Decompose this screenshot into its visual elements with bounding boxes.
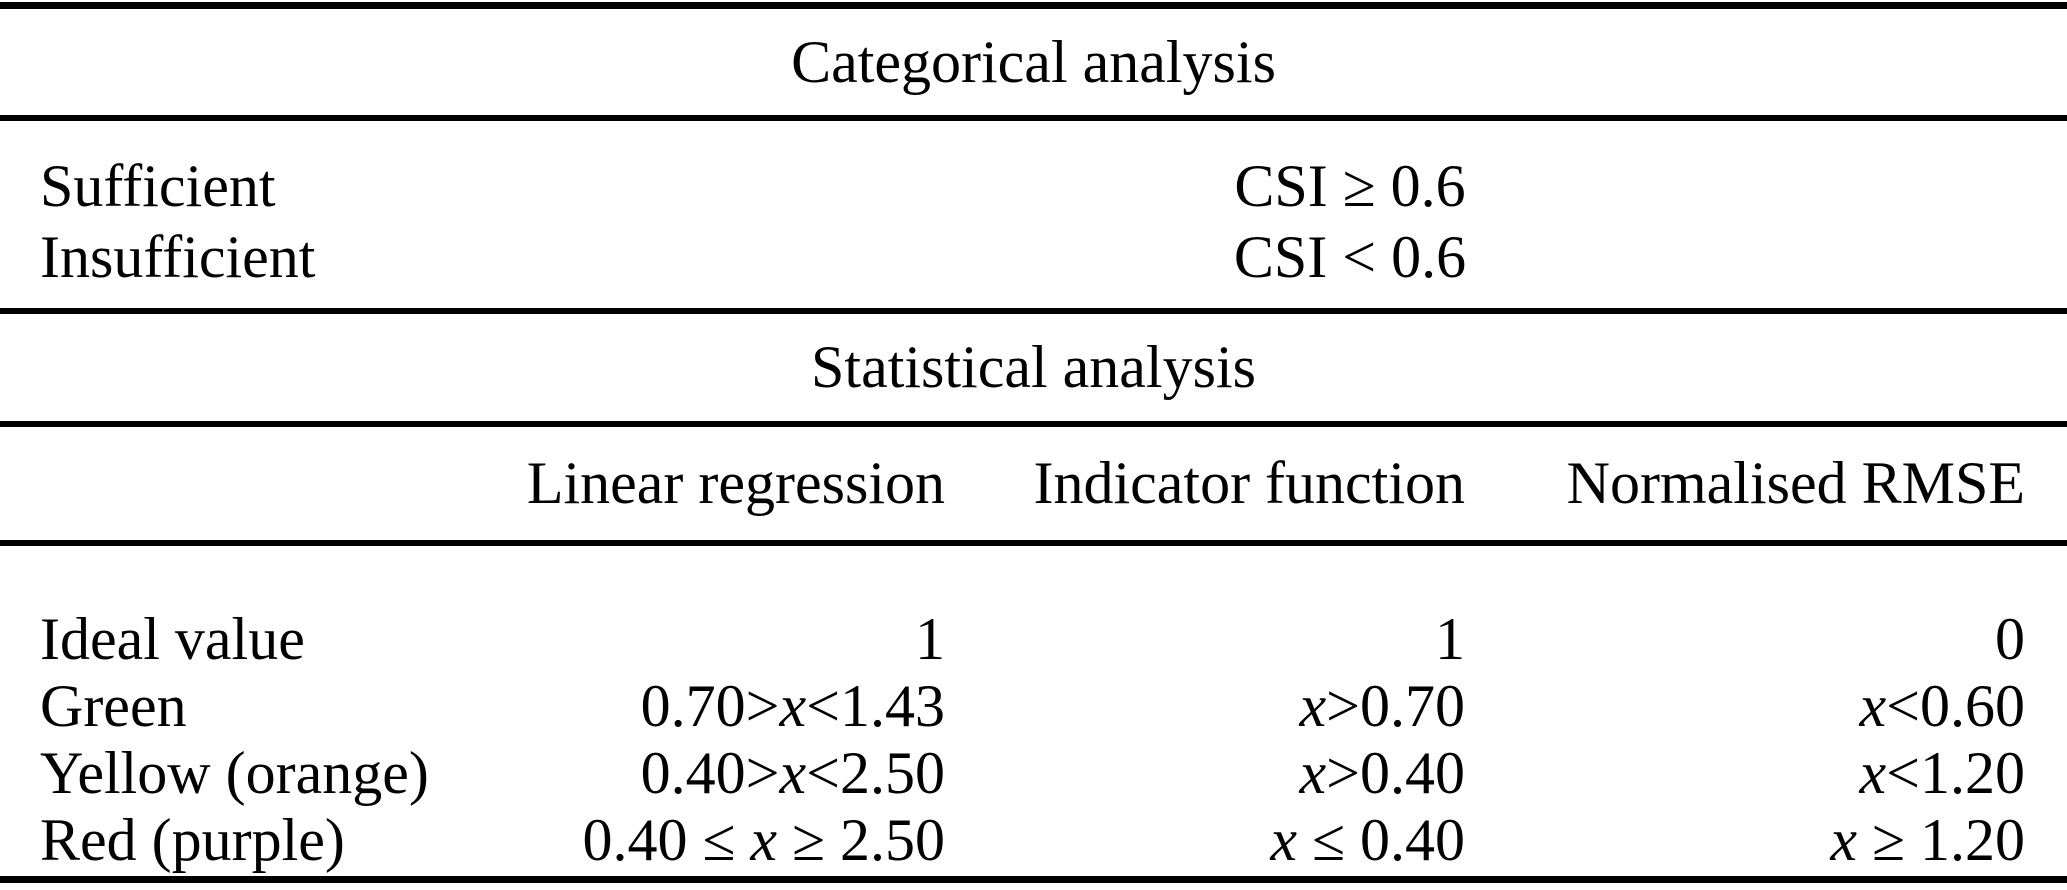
column-header-indicator-function: Indicator function <box>1033 450 1465 516</box>
cell-value: 0.70>x<1.43 <box>640 673 945 739</box>
divider-rule <box>0 308 2067 314</box>
table-row: Green 0.70>x<1.43 x>0.70 x<0.60 <box>40 673 2025 740</box>
categorical-section-header: Categorical analysis <box>0 9 2067 115</box>
row-label: Red (purple) <box>40 807 345 873</box>
statistical-section-body: Ideal value 1 1 0 Green 0.70>x<1.43 x>0.… <box>0 546 2067 876</box>
row-label: Green <box>40 673 187 739</box>
row-label: Sufficient <box>40 153 276 219</box>
divider-rule <box>0 540 2067 546</box>
cell-value: 0 <box>1995 606 2025 672</box>
table-row: Red (purple) 0.40 ≤ x ≥ 2.50 x ≤ 0.40 x … <box>40 807 2025 874</box>
divider-rule <box>0 115 2067 121</box>
cell-value: x ≥ 1.20 <box>1830 807 2025 873</box>
row-label: Ideal value <box>40 606 305 672</box>
table-row: Insufficient CSI < 0.6 <box>40 222 2025 293</box>
cell-value: x>0.40 <box>1299 740 1465 806</box>
row-label: Yellow (orange) <box>40 740 429 806</box>
bottom-rule <box>0 876 2067 883</box>
table-row: Sufficient CSI ≥ 0.6 <box>40 151 2025 222</box>
cell-value: x<1.20 <box>1859 740 2025 806</box>
cell-value: 1 <box>915 606 945 672</box>
cell-value: x<0.60 <box>1859 673 2025 739</box>
table-row: Ideal value 1 1 0 <box>40 606 2025 673</box>
divider-rule <box>0 421 2067 427</box>
cell-value: CSI ≥ 0.6 <box>1234 153 1466 219</box>
column-header-normalised-rmse: Normalised RMSE <box>1566 450 2025 516</box>
cell-value: x ≤ 0.40 <box>1270 807 1465 873</box>
column-header-row: Linear regression Indicator function Nor… <box>0 427 2067 540</box>
section-title-categorical: Categorical analysis <box>791 28 1276 95</box>
categorical-section-body: Sufficient CSI ≥ 0.6 Insufficient CSI < … <box>0 121 2067 308</box>
cell-value: 0.40 ≤ x ≥ 2.50 <box>582 807 945 873</box>
cell-value: CSI < 0.6 <box>1233 224 1467 290</box>
statistical-section-header: Statistical analysis <box>0 314 2067 421</box>
top-rule <box>0 2 2067 9</box>
section-title-statistical: Statistical analysis <box>811 334 1256 400</box>
table-row: Yellow (orange) 0.40>x<2.50 x>0.40 x<1.2… <box>40 740 2025 807</box>
cell-value: 1 <box>1435 606 1465 672</box>
cell-value: 0.40>x<2.50 <box>640 740 945 806</box>
cell-value: x>0.70 <box>1299 673 1465 739</box>
row-label: Insufficient <box>40 224 316 290</box>
column-header-linear-regression: Linear regression <box>526 450 945 516</box>
